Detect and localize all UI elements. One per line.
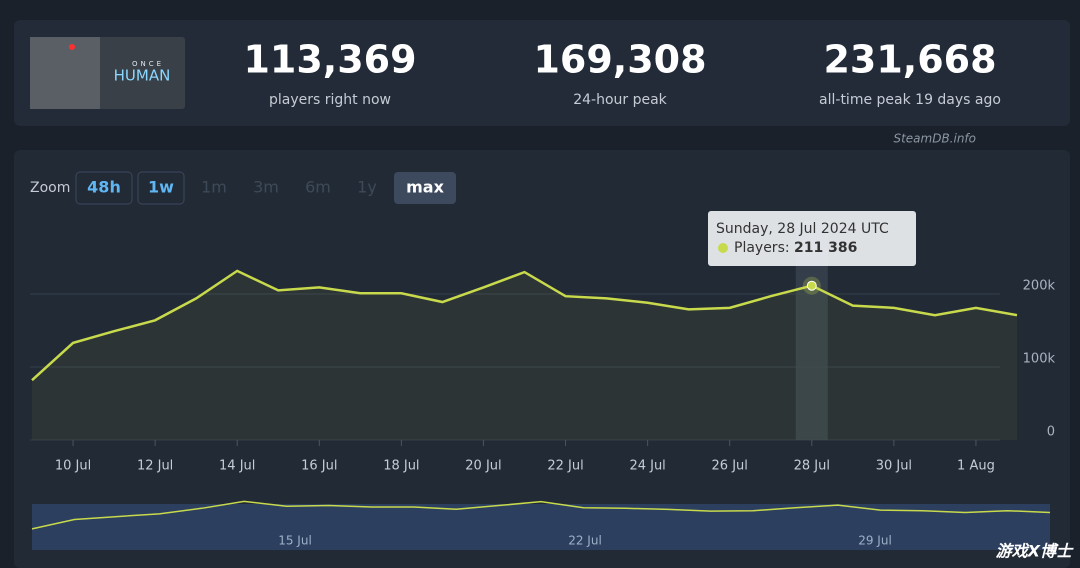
tooltip-series: Players:: [734, 240, 790, 256]
zoom-button-label[interactable]: 1m: [201, 178, 227, 197]
tooltip-value: 211 386: [794, 240, 857, 256]
navigator-label: 29 Jul: [858, 534, 892, 548]
zoom-button-label[interactable]: 3m: [253, 178, 279, 197]
zoom-button-label[interactable]: 6m: [305, 178, 331, 197]
x-tick-label: 28 Jul: [794, 459, 830, 474]
logo-small: ONCE: [132, 60, 164, 68]
stat-value: 113,369: [243, 38, 416, 82]
x-tick-label: 14 Jul: [219, 459, 255, 474]
zoom-button-label[interactable]: 1y: [357, 178, 377, 197]
navigator-label: 15 Jul: [278, 534, 312, 548]
y-tick-label: 0: [1047, 425, 1055, 440]
tooltip: [708, 211, 916, 266]
y-tick-label: 200k: [1023, 279, 1056, 294]
stat-label: players right now: [269, 92, 391, 108]
x-tick-label: 16 Jul: [301, 459, 337, 474]
stat-label: 24-hour peak: [573, 92, 667, 108]
zoom-button-label[interactable]: 1w: [148, 178, 174, 197]
stat-value: 231,668: [823, 38, 996, 82]
tooltip-dot: [718, 243, 728, 253]
x-tick-label: 30 Jul: [876, 459, 912, 474]
area: [32, 270, 1017, 440]
tooltip-label: Players: 211 386: [734, 240, 857, 256]
navigator-line: [31, 500, 1051, 530]
x-tick-label: 26 Jul: [712, 459, 748, 474]
zoom-button[interactable]: [137, 171, 185, 205]
header-panel: [14, 20, 1070, 126]
source: SteamDB.info: [893, 132, 976, 146]
x-tick-label: 20 Jul: [465, 459, 501, 474]
zoom-button-label[interactable]: max: [406, 178, 444, 197]
stat-value: 169,308: [533, 38, 706, 82]
x-tick-label: 12 Jul: [137, 459, 173, 474]
hover-point: [806, 280, 817, 291]
logo-art: [30, 37, 100, 109]
watermark: 游戏X博士: [996, 542, 1074, 561]
x-tick-label: 18 Jul: [383, 459, 419, 474]
x-tick-label: 22 Jul: [547, 459, 583, 474]
zoom-button[interactable]: [394, 172, 456, 204]
stat-label: all-time peak 19 days ago: [819, 92, 1001, 108]
logo-name: HUMAN: [114, 67, 171, 85]
navigator-label: 22 Jul: [568, 534, 602, 548]
x-tick-label: 1 Aug: [957, 459, 995, 474]
logo-eye: [69, 44, 75, 50]
navigator-window: [32, 504, 1050, 550]
x-tick-label: 24 Jul: [629, 459, 665, 474]
tooltip-title: Sunday, 28 Jul 2024 UTC: [716, 221, 889, 237]
zoom-button-label[interactable]: 48h: [87, 178, 121, 197]
line: [31, 269, 1018, 382]
x-tick-label: 10 Jul: [55, 459, 91, 474]
y-tick-label: 100k: [1023, 352, 1056, 367]
zoom-button[interactable]: [75, 171, 133, 205]
zoom-label: Zoom: [30, 180, 70, 196]
